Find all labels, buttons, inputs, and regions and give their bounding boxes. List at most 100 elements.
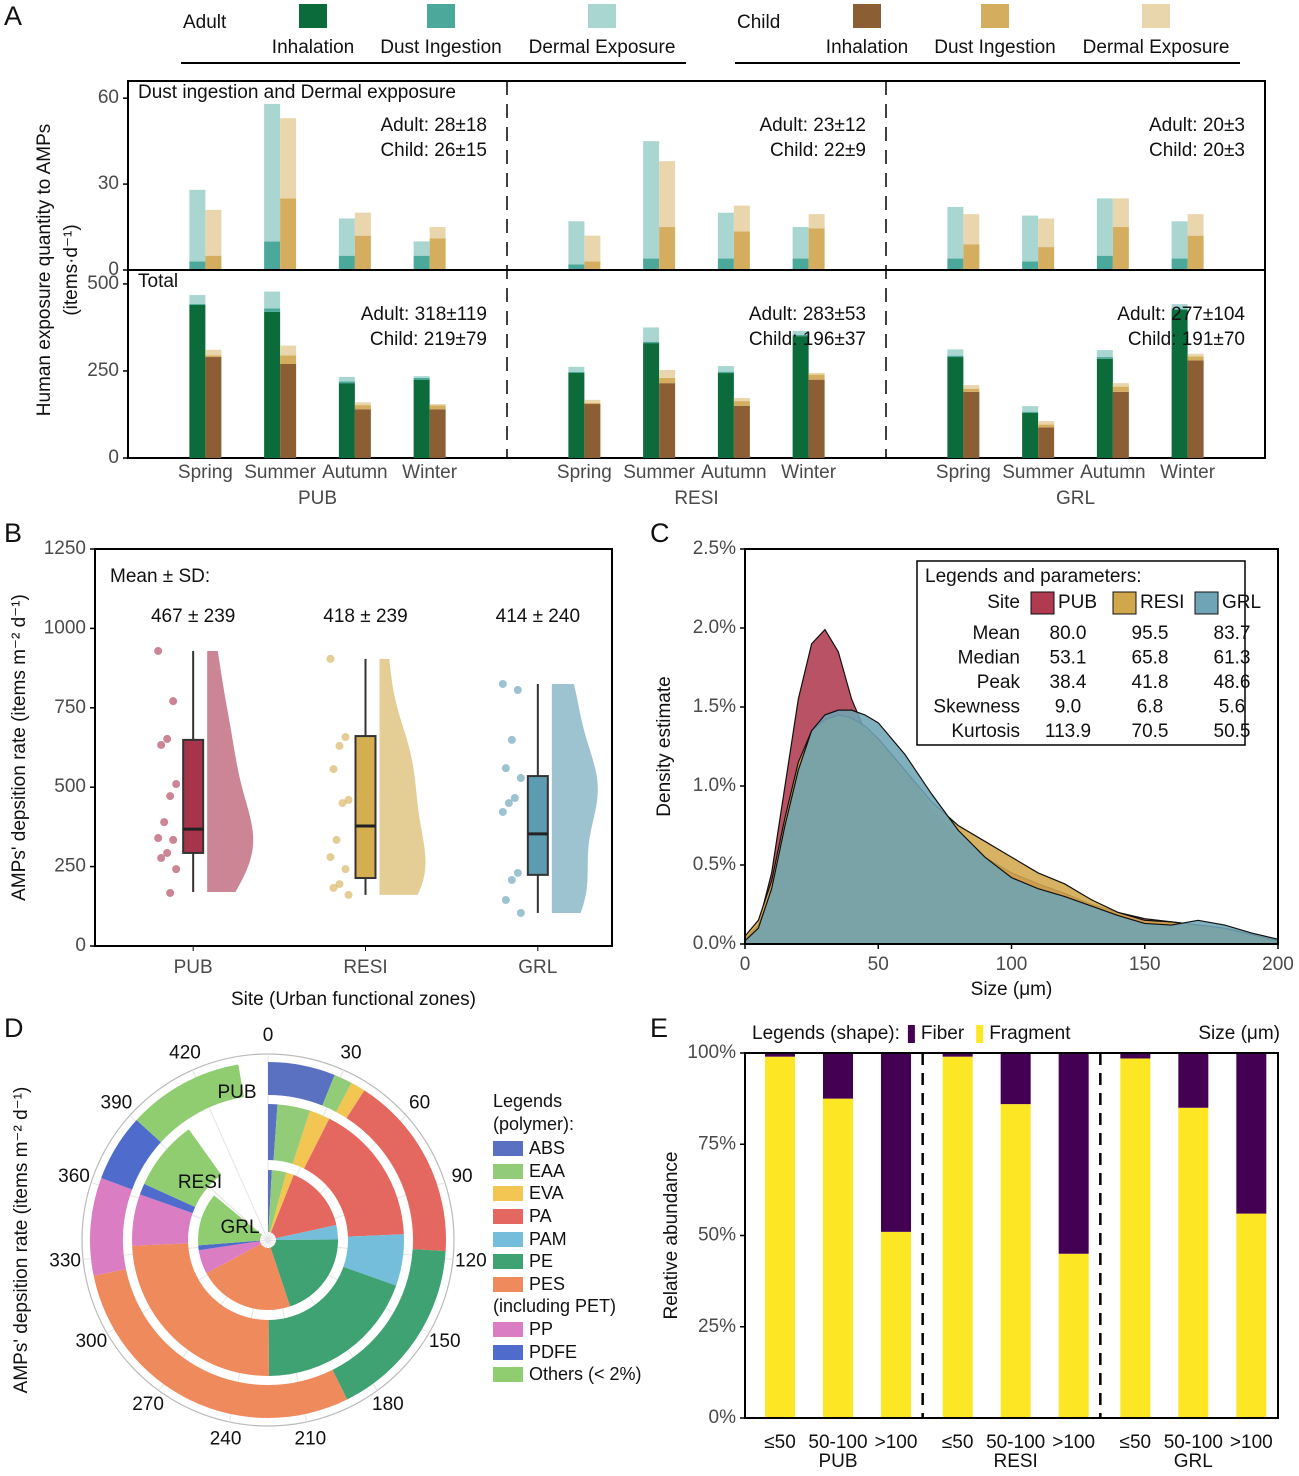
legend-label: Dust Ingestion xyxy=(380,37,501,58)
bar-segment xyxy=(1022,411,1039,413)
ring-segment xyxy=(136,1064,244,1143)
y-tick-label: 30 xyxy=(98,173,119,194)
ring-segment xyxy=(198,1241,261,1274)
bar-segment xyxy=(338,383,355,458)
legend-swatch xyxy=(853,4,881,28)
legend-label: EAA xyxy=(529,1160,566,1181)
panel-letter: A xyxy=(4,1,22,31)
bar-segment xyxy=(1236,1213,1267,1418)
legend-cell: 48.6 xyxy=(1214,672,1251,693)
bar-segment xyxy=(413,376,430,378)
bar-segment xyxy=(413,379,430,458)
ring-segment xyxy=(270,1172,294,1233)
ring-segment xyxy=(268,1266,397,1376)
bar-segment xyxy=(1187,360,1204,458)
panel-letter: B xyxy=(4,518,22,548)
bar-segment xyxy=(1120,1053,1151,1059)
bar-segment xyxy=(1038,247,1055,270)
data-point xyxy=(332,835,341,844)
data-point xyxy=(163,848,172,857)
legend-label: PA xyxy=(529,1205,552,1226)
legend-cell: 6.8 xyxy=(1137,697,1163,718)
bar-segment xyxy=(1038,427,1055,458)
annotation: 414 ± 240 xyxy=(496,606,580,627)
legend-label: EVA xyxy=(529,1183,564,1204)
angle-tick-label: 300 xyxy=(75,1331,107,1352)
legend-cell: 5.6 xyxy=(1219,697,1245,718)
data-point xyxy=(172,780,181,789)
legend-swatch xyxy=(493,1141,523,1157)
legend-swatch xyxy=(493,1163,523,1179)
bar-segment xyxy=(1171,310,1188,458)
y-axis-label: AMPs' depsition rate (items m⁻² d⁻¹) xyxy=(11,1087,32,1394)
bar-segment xyxy=(568,221,585,265)
bar-segment xyxy=(1096,350,1113,358)
ring-label: GRL xyxy=(220,1217,259,1238)
bar-segment xyxy=(1187,353,1204,357)
box xyxy=(354,735,377,880)
ring-segment xyxy=(132,1194,193,1246)
bar-segment xyxy=(947,355,964,358)
bar-segment xyxy=(659,377,676,384)
angle-tick-label: 180 xyxy=(372,1394,404,1415)
bar-segment xyxy=(1096,255,1113,270)
legend-swatch xyxy=(1194,591,1219,615)
ring-segment xyxy=(322,1074,352,1112)
data-point xyxy=(157,740,166,749)
legend-row-label: Kurtosis xyxy=(951,721,1020,742)
legend-item: PE xyxy=(493,1250,642,1273)
legend-group: Adult xyxy=(183,12,227,33)
angle-tick-label: 120 xyxy=(455,1250,487,1271)
legend-label: GRL xyxy=(1222,592,1261,613)
bar-segment xyxy=(1058,1053,1089,1254)
legend-label: Dust Ingestion xyxy=(934,37,1055,58)
x-tick-label: 50-100 xyxy=(986,1432,1045,1453)
annotation: Child: 22±9 xyxy=(770,140,866,161)
angle-tick-label: 60 xyxy=(409,1093,430,1114)
legend-swatch xyxy=(493,1321,523,1337)
bar-segment xyxy=(1171,221,1188,259)
x-tick-label: 50-100 xyxy=(1164,1432,1223,1453)
bar-segment xyxy=(1096,357,1113,359)
group-label: RESI xyxy=(993,1451,1037,1472)
y-tick-label: 500 xyxy=(87,273,119,294)
bar-segment xyxy=(733,405,750,458)
legend-cell: 95.5 xyxy=(1132,623,1169,644)
angle-tick-label: 0 xyxy=(263,1025,274,1046)
legend-cell: 9.0 xyxy=(1055,697,1081,718)
bar-segment xyxy=(354,409,371,458)
bar-segment xyxy=(1112,227,1129,270)
bar-segment xyxy=(733,397,750,402)
legend-swatch xyxy=(493,1231,523,1247)
ring-segment xyxy=(273,1104,311,1164)
bar-segment xyxy=(659,161,676,228)
annotation: Adult: 277±104 xyxy=(1117,304,1245,325)
legend-header: Site xyxy=(987,592,1020,613)
annotation: Child: 26±15 xyxy=(380,140,487,161)
y-tick-label: 250 xyxy=(54,856,86,877)
bar-segment xyxy=(881,1231,911,1418)
bar-segment xyxy=(354,235,371,270)
bar-segment xyxy=(1236,1053,1267,1214)
data-point xyxy=(335,741,344,750)
bar-segment xyxy=(792,334,809,337)
panel-title: Dust ingestion and Dermal expposure xyxy=(138,82,456,103)
legend-item: ABS xyxy=(493,1137,642,1160)
legend-item: PDFE xyxy=(493,1341,642,1364)
bar-segment xyxy=(792,330,809,335)
ring-segment xyxy=(206,1243,291,1311)
legend-swatch xyxy=(299,4,327,28)
legend-label: PES xyxy=(529,1273,566,1294)
legend-title: Legends (polymer): xyxy=(493,1091,575,1134)
ring-segment xyxy=(332,1249,446,1400)
site-label: PUB xyxy=(298,488,337,509)
x-axis-label: Size (μm) xyxy=(1198,1023,1280,1044)
legend-swatch xyxy=(493,1367,523,1383)
plot-frame xyxy=(127,269,1266,459)
bar-segment xyxy=(643,327,660,342)
legend-title: Legends and parameters: xyxy=(925,566,1142,587)
angle-tick-label: 150 xyxy=(429,1331,461,1352)
x-tick-label: >100 xyxy=(1052,1432,1095,1453)
annotation: Adult: 318±119 xyxy=(361,304,487,325)
x-tick-label: Autumn xyxy=(1080,462,1145,483)
